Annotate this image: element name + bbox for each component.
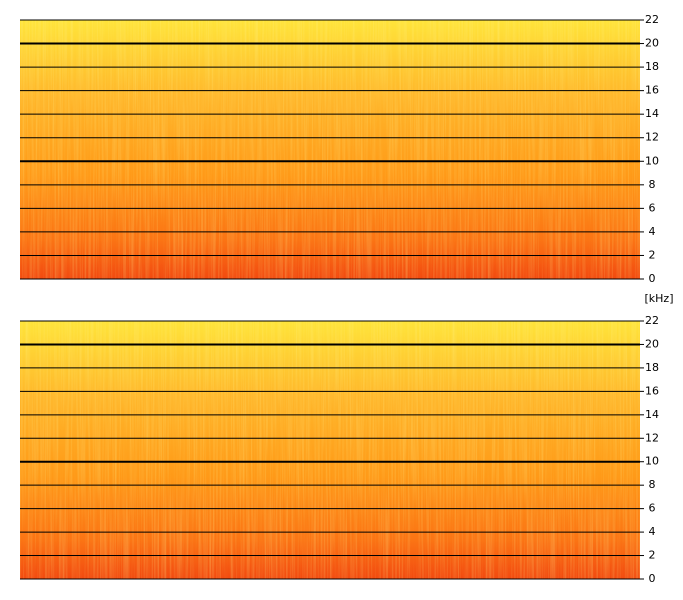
y-tick-label: 8: [649, 178, 656, 191]
axis-unit: [kHz]: [645, 292, 674, 305]
spectrogram-texture: [20, 20, 640, 279]
y-tick-label: 12: [645, 431, 659, 444]
y-tick-label: 14: [645, 107, 659, 120]
y-tick-label: 20: [645, 37, 659, 50]
y-tick-label: 2: [649, 549, 656, 562]
y-tick-label: 10: [645, 154, 659, 167]
y-tick-label: 0: [649, 272, 656, 285]
y-tick-label: 2: [649, 248, 656, 261]
y-tick-label: 0: [649, 572, 656, 585]
y-tick-label: 14: [645, 408, 659, 421]
y-tick-label: 6: [649, 502, 656, 515]
y-tick-label: 10: [645, 455, 659, 468]
spectrogram-texture: [20, 321, 640, 579]
y-tick-label: 4: [649, 225, 656, 238]
y-tick-label: 16: [645, 84, 659, 97]
y-tick-label: 8: [649, 478, 656, 491]
y-tick-label: 22: [645, 314, 659, 327]
y-tick-label: 6: [649, 201, 656, 214]
y-tick-label: 12: [645, 131, 659, 144]
y-tick-label: 18: [645, 60, 659, 73]
y-tick-label: 20: [645, 337, 659, 350]
y-tick-label: 16: [645, 384, 659, 397]
y-tick-label: 4: [649, 525, 656, 538]
y-tick-label: 22: [645, 13, 659, 26]
y-tick-label: 18: [645, 361, 659, 374]
